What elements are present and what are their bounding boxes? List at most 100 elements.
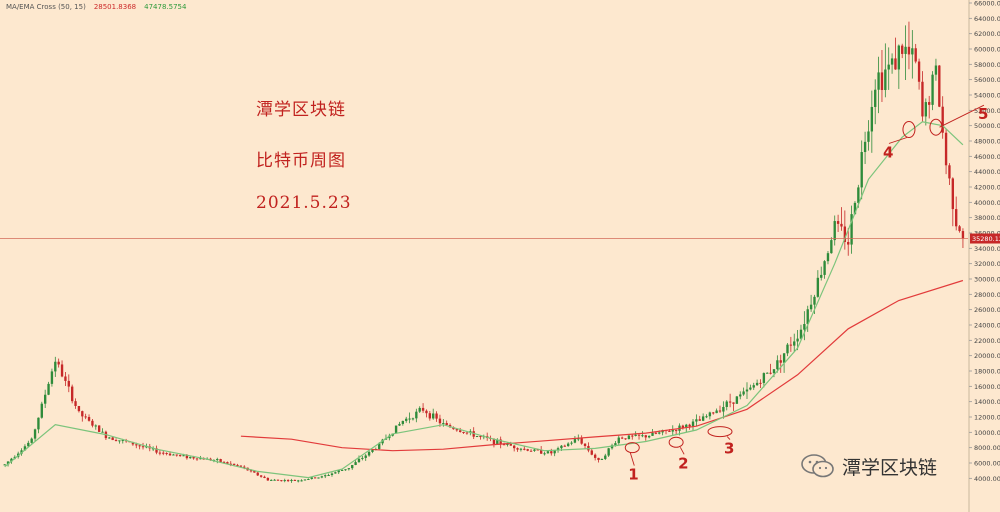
candle-body: [701, 416, 705, 421]
candle-body: [229, 463, 232, 465]
candle-body: [168, 453, 172, 456]
candle-body: [512, 445, 516, 449]
candle-body: [33, 429, 37, 439]
candle-body: [216, 459, 219, 461]
candle-body: [671, 430, 674, 432]
candle-body: [958, 226, 961, 232]
candle-body: [155, 448, 158, 453]
candle-body: [526, 449, 529, 451]
candle-body: [442, 423, 445, 425]
y-tick-label: 52000.00: [974, 107, 1000, 115]
y-tick-label: 32000.00: [974, 260, 1000, 268]
candle-body: [803, 324, 806, 330]
candle-body: [280, 480, 283, 482]
candle-body: [499, 439, 502, 445]
candle-body: [813, 296, 816, 305]
candle-body: [870, 106, 874, 132]
candle-body: [259, 475, 263, 477]
annotation-circle: [902, 121, 916, 138]
candle-body: [637, 434, 641, 436]
candle-body: [243, 466, 246, 468]
candle-body: [178, 455, 182, 457]
candle-body: [712, 412, 715, 414]
candle-body: [830, 240, 833, 254]
candle-body: [175, 454, 178, 456]
candle-body: [286, 480, 290, 482]
candle-body: [506, 444, 509, 446]
candle-body: [394, 425, 398, 434]
candle-body: [550, 451, 553, 454]
candle-body: [273, 479, 276, 481]
candle-body: [955, 209, 958, 227]
y-tick-label: 12000.00: [974, 414, 1000, 422]
candle-body: [816, 277, 820, 297]
candle-body: [81, 411, 84, 417]
candle-body: [455, 429, 459, 431]
candle-body: [428, 413, 432, 419]
candle-body: [475, 436, 479, 438]
candle-body: [604, 455, 607, 459]
y-tick-label: 4000.00: [974, 475, 1000, 483]
candle-body: [901, 45, 904, 54]
candle-body: [823, 261, 826, 275]
annotation-circle: [929, 118, 943, 136]
candle-body: [843, 226, 847, 242]
y-tick-label: 50000.00: [974, 122, 1000, 130]
candle-body: [931, 74, 934, 105]
y-tick-label: 64000.00: [974, 15, 1000, 23]
annotation-circle: [624, 442, 640, 454]
annotation-arrow: [939, 104, 985, 128]
candle-body: [185, 455, 189, 459]
y-tick-label: 10000.00: [974, 429, 1000, 437]
candle-body: [668, 430, 671, 432]
candle-body: [536, 449, 539, 451]
candle-body: [10, 458, 13, 462]
wechat-icon: [801, 454, 834, 478]
annotation-arrow: [629, 452, 635, 466]
candle-body: [708, 412, 712, 417]
candle-body: [833, 221, 836, 241]
y-tick-label: 36000.00: [974, 230, 1000, 238]
candle-body: [459, 430, 462, 433]
candle-body: [313, 477, 317, 479]
candle-body: [566, 443, 570, 447]
candle-body: [739, 394, 742, 397]
candle-body: [23, 446, 27, 451]
candle-body: [327, 474, 330, 476]
candle-body: [256, 472, 259, 476]
candle-body: [236, 464, 239, 466]
candle-body: [310, 477, 313, 479]
candle-body: [600, 458, 604, 460]
candle-body: [57, 361, 60, 365]
y-tick-label: 34000.00: [974, 245, 1000, 253]
candle-body: [401, 420, 405, 424]
candle-body: [742, 391, 745, 395]
candle-body: [897, 45, 901, 70]
candle-body: [941, 106, 944, 133]
candle-body: [840, 223, 843, 227]
candle-body: [735, 396, 739, 404]
ema-value: 47478.5754: [144, 3, 187, 11]
candle-body: [779, 360, 782, 363]
candle-body: [749, 387, 752, 390]
candle-body: [725, 401, 728, 407]
candle-body: [445, 423, 448, 425]
ma-value: 28501.8368: [93, 3, 137, 11]
candle-body: [607, 448, 610, 456]
candle-body: [438, 418, 442, 424]
y-tick-label: 16000.00: [974, 383, 1000, 391]
candle-body: [924, 102, 928, 117]
y-tick-label: 26000.00: [974, 306, 1000, 314]
candle-body: [324, 475, 327, 477]
annotation-circle: [707, 426, 733, 438]
candle-body: [421, 407, 425, 411]
candle-body: [782, 353, 786, 363]
candle-body: [432, 413, 435, 419]
candle-body: [232, 463, 236, 465]
candle-body: [759, 382, 762, 384]
candle-body: [199, 458, 202, 460]
candle-body: [890, 58, 894, 65]
candle-body: [283, 480, 286, 482]
